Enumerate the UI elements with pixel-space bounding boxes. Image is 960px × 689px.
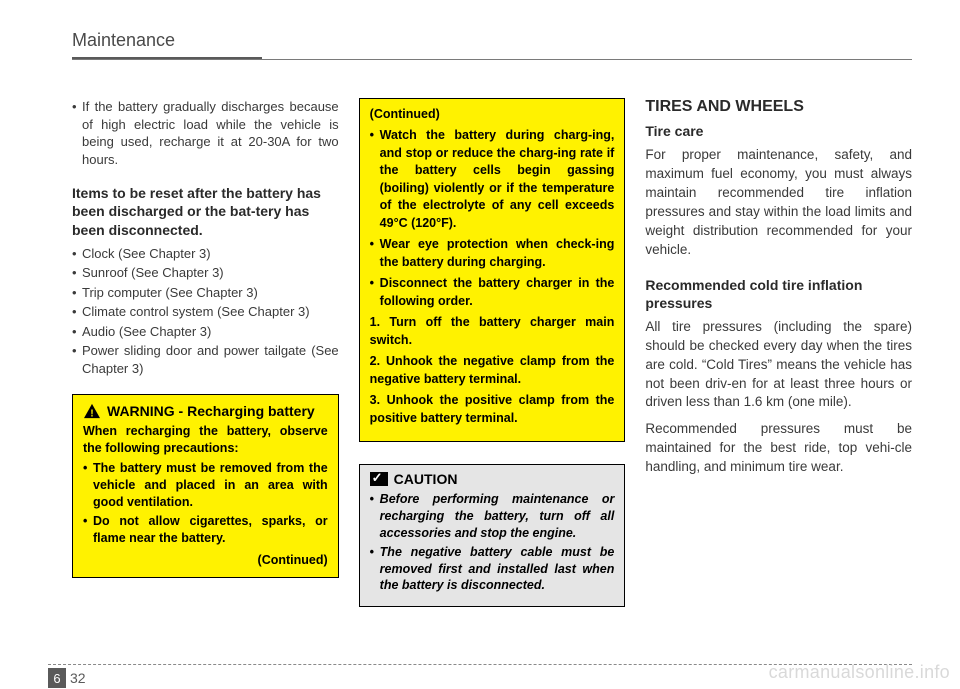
caution-item: Before performing maintenance or recharg…: [370, 491, 615, 542]
caution-icon: [370, 472, 388, 486]
continued-list: Watch the battery during charg-ing, and …: [370, 127, 615, 310]
caution-body: Before performing maintenance or recharg…: [370, 491, 615, 594]
rec-head: Recommended cold tire inflation pressure…: [645, 276, 912, 312]
reset-list: Clock (See Chapter 3) Sunroof (See Chapt…: [72, 245, 339, 378]
warning-list: The battery must be removed from the veh…: [83, 460, 328, 546]
rec-body-1: All tire pressures (including the spare)…: [645, 318, 912, 412]
warning-lead: When recharging the battery, observe the…: [83, 423, 328, 457]
warning-box: ! WARNING - Recharging battery When rech…: [72, 394, 339, 578]
intro-bullet: If the battery gradually discharges beca…: [72, 98, 339, 168]
warning-title: WARNING - Recharging battery: [107, 403, 315, 419]
caution-list: Before performing maintenance or recharg…: [370, 491, 615, 594]
reset-item: Audio (See Chapter 3): [72, 323, 339, 341]
warning-body: When recharging the battery, observe the…: [83, 423, 328, 547]
caution-box: CAUTION Before performing maintenance or…: [359, 464, 626, 607]
continued-label: (Continued): [370, 107, 615, 121]
warning-item: Do not allow cigarettes, sparks, or flam…: [83, 513, 328, 547]
continued-item: Disconnect the battery charger in the fo…: [370, 275, 615, 310]
warning-item: The battery must be removed from the veh…: [83, 460, 328, 511]
column-3: TIRES AND WHEELS Tire care For proper ma…: [645, 98, 912, 607]
caution-item: The negative battery cable must be remov…: [370, 544, 615, 595]
tires-section-head: TIRES AND WHEELS: [645, 98, 912, 116]
reset-item: Power sliding door and power tailgate (S…: [72, 342, 339, 377]
caution-title: CAUTION: [394, 471, 458, 487]
header-title: Maintenance: [72, 30, 912, 55]
warning-continued: (Continued): [83, 553, 328, 567]
caution-title-row: CAUTION: [370, 471, 615, 487]
page: Maintenance If the battery gradually dis…: [0, 0, 960, 689]
continued-item: Wear eye protection when check-ing the b…: [370, 236, 615, 271]
watermark: carmanualsonline.info: [769, 662, 950, 683]
reset-item: Climate control system (See Chapter 3): [72, 303, 339, 321]
columns: If the battery gradually discharges beca…: [72, 98, 912, 607]
tirecare-body: For proper maintenance, safety, and maxi…: [645, 146, 912, 259]
continued-item: Watch the battery during charg-ing, and …: [370, 127, 615, 232]
chapter-number: 6: [48, 668, 66, 688]
continued-body: Watch the battery during charg-ing, and …: [370, 127, 615, 427]
continued-step: 2. Unhook the negative clamp from the ne…: [370, 353, 615, 388]
page-number: 6 32: [48, 668, 86, 688]
page-number-value: 32: [70, 670, 86, 686]
warning-icon: !: [83, 403, 101, 419]
svg-text:!: !: [90, 408, 93, 419]
reset-item: Sunroof (See Chapter 3): [72, 264, 339, 282]
column-1: If the battery gradually discharges beca…: [72, 98, 339, 607]
reset-heading: Items to be reset after the battery has …: [72, 184, 339, 239]
rec-body-2: Recommended pressures must be maintained…: [645, 420, 912, 477]
header-rule: [72, 57, 912, 60]
reset-item: Trip computer (See Chapter 3): [72, 284, 339, 302]
intro-list: If the battery gradually discharges beca…: [72, 98, 339, 168]
column-2: (Continued) Watch the battery during cha…: [359, 98, 626, 607]
warning-title-row: ! WARNING - Recharging battery: [83, 403, 328, 419]
reset-item: Clock (See Chapter 3): [72, 245, 339, 263]
continued-box: (Continued) Watch the battery during cha…: [359, 98, 626, 442]
continued-steps: 1. Turn off the battery charger main swi…: [370, 314, 615, 427]
continued-step: 3. Unhook the positive clamp from the po…: [370, 392, 615, 427]
tirecare-head: Tire care: [645, 122, 912, 140]
continued-step: 1. Turn off the battery charger main swi…: [370, 314, 615, 349]
